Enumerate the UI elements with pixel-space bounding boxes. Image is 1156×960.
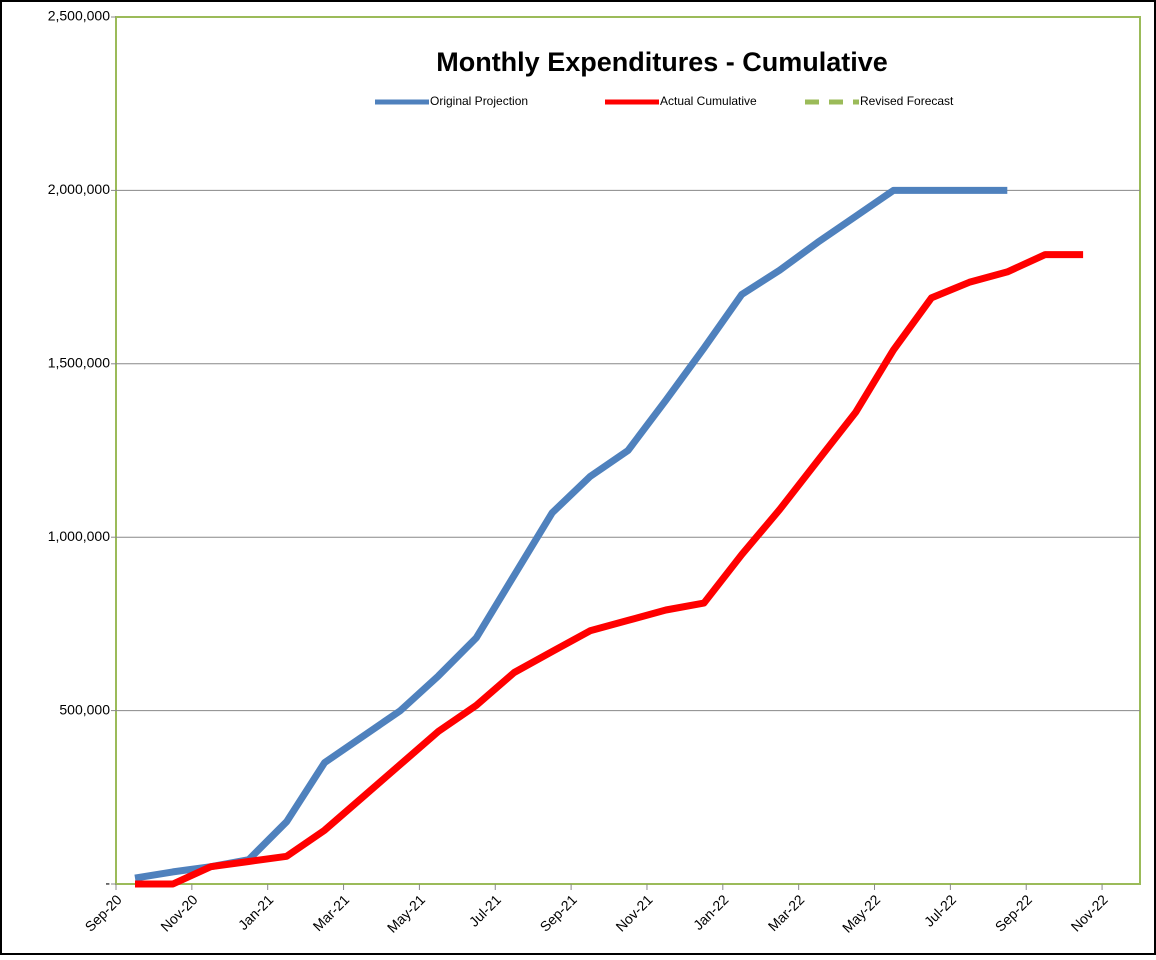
- series-line: [135, 251, 1084, 888]
- legend-label: Revised Forecast: [860, 94, 954, 108]
- x-tick-label: Mar-22: [765, 891, 808, 934]
- x-tick-label: Jan-22: [690, 891, 732, 933]
- y-tick-label: 2,000,000: [48, 181, 110, 197]
- x-tick-label: Jul-22: [921, 891, 959, 929]
- x-tick-label: Nov-20: [157, 891, 200, 934]
- chart-title: Monthly Expenditures - Cumulative: [436, 47, 888, 77]
- x-tick-label: May-21: [384, 891, 428, 935]
- legend-label: Actual Cumulative: [660, 94, 757, 108]
- y-tick-label: -: [105, 875, 110, 891]
- x-tick-label: Sep-21: [537, 891, 580, 934]
- series-line: [134, 186, 1008, 882]
- x-tick-label: Nov-21: [612, 891, 655, 934]
- y-tick-label: 2,500,000: [48, 8, 110, 24]
- x-tick-label: Jan-21: [235, 891, 277, 933]
- y-tick-label: 500,000: [59, 701, 110, 717]
- x-tick-label: Jul-21: [466, 891, 504, 929]
- x-tick-label: Mar-21: [310, 891, 353, 934]
- y-tick-label: 1,000,000: [48, 528, 110, 544]
- legend-label: Original Projection: [430, 94, 528, 108]
- plot-border: [115, 16, 1141, 885]
- x-tick-label: Sep-20: [81, 891, 124, 934]
- x-tick-label: Nov-22: [1068, 891, 1111, 934]
- y-tick-label: 1,500,000: [48, 355, 110, 371]
- x-tick-label: May-22: [839, 891, 883, 935]
- x-tick-label: Sep-22: [992, 891, 1035, 934]
